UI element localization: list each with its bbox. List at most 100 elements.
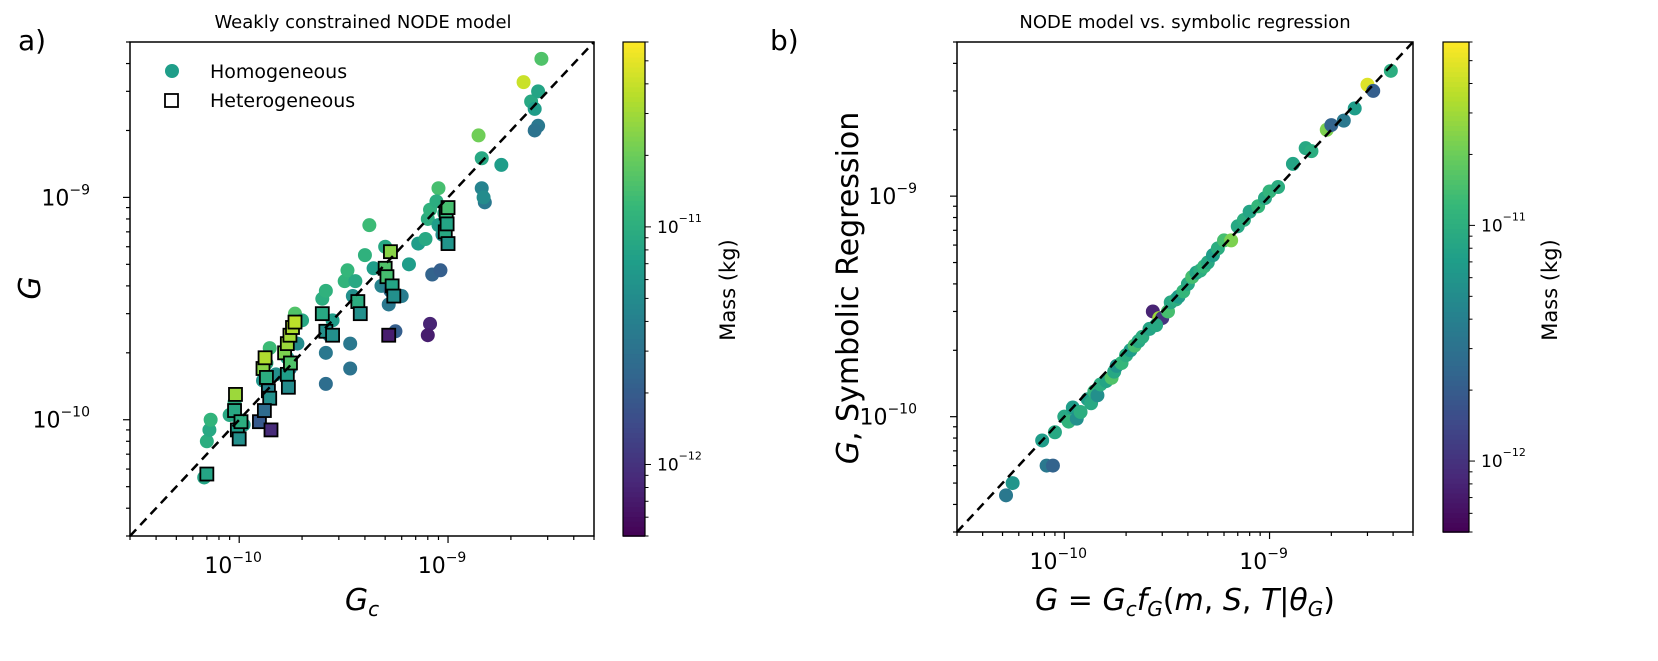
y-tick-label: 10−9 — [41, 182, 90, 211]
colorbar-segment — [623, 372, 645, 379]
data-point — [431, 181, 446, 196]
colorbar-segment — [623, 427, 645, 434]
colorbar-segment — [1443, 375, 1469, 381]
colorbar-segment — [1443, 95, 1469, 102]
colorbar-segment — [623, 442, 645, 448]
colorbar-segment — [623, 402, 645, 409]
colorbar-segment — [1443, 169, 1469, 176]
panel-a-identity-line — [129, 41, 595, 537]
colorbar-segment — [1443, 71, 1469, 78]
data-point — [999, 488, 1014, 503]
colorbar-segment — [623, 195, 645, 201]
colorbar-segment — [1443, 125, 1469, 131]
colorbar-segment — [1443, 208, 1469, 215]
colorbar-segment — [1443, 213, 1469, 220]
colorbar-segment — [623, 456, 645, 463]
colorbar-segment — [1443, 51, 1469, 58]
panel-b-xlabel: G = GcfG(m, S, T|θG) — [1035, 583, 1335, 621]
data-point-square — [381, 327, 397, 343]
panel-a-ticks: 10−10 10−9 10−10 10−9 — [32, 41, 595, 579]
colorbar-segment — [623, 170, 645, 177]
panel-b-frame — [956, 41, 1414, 533]
data-point — [199, 434, 214, 449]
data-point-square — [314, 306, 330, 322]
colorbar-segment — [623, 66, 645, 73]
colorbar-segment — [623, 392, 645, 399]
data-point — [527, 101, 542, 116]
data-point-square — [283, 355, 298, 371]
colorbar-segment — [623, 160, 645, 167]
colorbar-segment — [1443, 198, 1469, 205]
panel-a-frame — [129, 41, 595, 537]
colorbar-segment — [623, 42, 645, 48]
data-point-square — [263, 422, 279, 438]
colorbar-segment — [1443, 110, 1469, 117]
colorbar-segment — [1443, 247, 1469, 254]
data-point — [357, 248, 372, 263]
colorbar-segment — [623, 407, 645, 414]
data-point — [318, 345, 333, 360]
data-point — [476, 190, 491, 205]
data-point — [401, 257, 416, 272]
panel-a-legend: Homogeneous Heterogeneous — [164, 61, 355, 112]
colorbar-segment — [1443, 252, 1469, 259]
colorbar-segment — [1443, 434, 1469, 440]
colorbar-segment — [623, 51, 645, 58]
data-point — [203, 412, 218, 427]
colorbar-segment — [1443, 429, 1469, 435]
colorbar-segment — [623, 76, 645, 83]
colorbar-segment — [623, 135, 645, 142]
data-point-square — [440, 236, 456, 251]
panel-a-xlabel: Gc — [345, 583, 379, 621]
colorbar-segment — [1443, 399, 1469, 406]
colorbar-segment — [1443, 468, 1469, 474]
colorbar-segment — [1443, 345, 1469, 352]
colorbar-segment — [1443, 184, 1469, 190]
colorbar-segment — [623, 308, 645, 315]
colorbar-segment — [1443, 365, 1469, 372]
data-point-square — [280, 379, 296, 395]
colorbar-segment — [1443, 463, 1469, 470]
panel-a-title: Weakly constrained NODE model — [214, 12, 511, 33]
colorbar-segment — [623, 214, 645, 221]
panel-a-points — [197, 51, 549, 485]
colorbar-segment — [1443, 179, 1469, 185]
colorbar-segment — [1443, 522, 1469, 528]
colorbar-segment — [623, 145, 645, 152]
colorbar-segment — [623, 289, 645, 295]
colorbar-segment — [1443, 301, 1469, 308]
colorbar-segment — [1443, 115, 1469, 122]
colorbar-segment — [1443, 242, 1469, 249]
colorbar-segment — [623, 358, 645, 364]
colorbar-tick-label: 10−11 — [1481, 210, 1526, 236]
data-point-square — [439, 216, 455, 232]
colorbar-segment — [623, 121, 645, 127]
panel-b-points — [999, 63, 1398, 503]
colorbar-segment — [1443, 483, 1469, 489]
colorbar-segment — [623, 279, 645, 285]
colorbar-segment — [623, 61, 645, 68]
legend-heterogeneous: Heterogeneous — [210, 90, 355, 112]
colorbar-segment — [623, 244, 645, 251]
colorbar-segment — [1443, 282, 1469, 288]
colorbar-segment — [1443, 154, 1469, 161]
data-point — [343, 336, 358, 351]
colorbar-segment — [1443, 46, 1469, 53]
colorbar-segment — [1443, 507, 1469, 514]
colorbar-segment — [1443, 61, 1469, 68]
colorbar-segment — [1443, 360, 1469, 367]
colorbar-segment — [1443, 517, 1469, 523]
data-point — [494, 157, 509, 172]
data-point-square — [233, 414, 249, 430]
colorbar-segment — [623, 86, 645, 93]
colorbar-segment — [623, 111, 645, 117]
data-point — [318, 283, 333, 298]
colorbar-segment — [623, 106, 645, 112]
data-point — [1347, 101, 1362, 116]
colorbar-segment — [1443, 424, 1469, 430]
colorbar-segment — [1443, 443, 1469, 450]
colorbar-segment — [1443, 512, 1469, 519]
colorbar-segment — [1443, 189, 1469, 195]
colorbar-segment — [623, 333, 645, 340]
colorbar-segment — [1443, 448, 1469, 455]
